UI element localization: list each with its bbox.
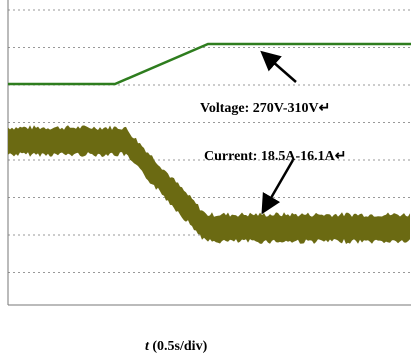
- voltage-label: Voltage: 270V-310V↵: [200, 101, 330, 116]
- current-label: Current: 18.5A-16.1A↵: [204, 149, 347, 164]
- x-axis-label: t (0.5s/div): [145, 339, 208, 354]
- page: {"annotations": {"voltage": "Voltage: 27…: [0, 0, 411, 356]
- voltage-trace: [8, 44, 411, 84]
- scope-capture: Voltage: 270V-310V↵ Current: 18.5A-16.1A…: [0, 0, 411, 356]
- current-arrow: [264, 160, 293, 210]
- x-axis-scale: (0.5s/div): [152, 339, 207, 354]
- x-axis-variable: t: [145, 339, 150, 354]
- voltage-arrow: [264, 54, 296, 82]
- current-trace: [8, 125, 410, 244]
